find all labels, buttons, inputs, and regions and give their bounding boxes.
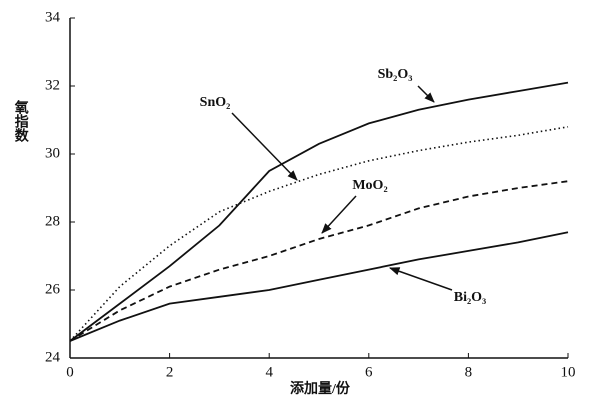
y-tick-label: 32 <box>45 77 60 93</box>
y-tick-label: 26 <box>45 281 61 297</box>
series-label: SnO₂ <box>200 95 231 110</box>
annotation-arrow <box>417 85 435 103</box>
series-label: Sb₂O₃ <box>378 67 413 82</box>
series-line <box>69 180 569 342</box>
x-tick-label: 0 <box>66 364 74 380</box>
y-tick-label: 30 <box>45 145 60 161</box>
annotation-arrow <box>389 267 453 291</box>
series-label: Bi₂O₃ <box>454 290 487 305</box>
x-tick-label: 4 <box>265 364 273 380</box>
y-tick-label: 28 <box>45 213 60 229</box>
annotation-arrow <box>231 112 298 181</box>
annotation-arrow <box>321 195 357 234</box>
x-tick-label: 6 <box>365 364 373 380</box>
series-label: MoO₂ <box>352 178 387 193</box>
y-tick-label: 34 <box>45 9 61 25</box>
y-tick-label: 24 <box>45 349 61 365</box>
x-tick-label: 8 <box>465 364 473 380</box>
y-axis-label: 氧指数 <box>13 99 30 143</box>
x-tick-label: 2 <box>166 364 174 380</box>
series-line <box>69 126 569 342</box>
x-axis-label: 添加量/份 <box>290 380 351 397</box>
series-line <box>69 231 569 342</box>
x-tick-label: 10 <box>561 364 576 380</box>
series-line <box>69 81 569 342</box>
